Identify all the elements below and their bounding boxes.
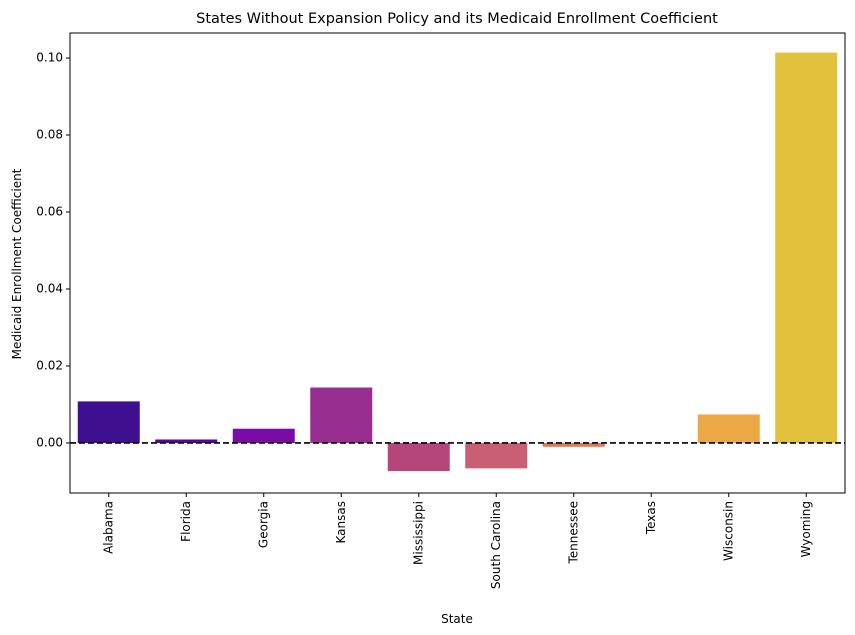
x-tick-label-tennessee: Tennessee [566, 501, 580, 565]
x-tick-label-florida: Florida [179, 501, 193, 542]
x-tick-label-south-carolina: South Carolina [489, 501, 503, 589]
y-tick-label: 0.08 [36, 128, 63, 142]
y-tick-label: 0.06 [36, 204, 63, 218]
y-tick-label: 0.04 [36, 281, 63, 295]
x-tick-label-kansas: Kansas [334, 501, 348, 543]
bar-kansas [310, 387, 373, 443]
plot-frame [69, 32, 846, 494]
chart-title: States Without Expansion Policy and its … [196, 11, 718, 27]
x-tick-label-texas: Texas [644, 501, 658, 535]
x-tick-label-wisconsin: Wisconsin [721, 501, 735, 561]
bar-wisconsin [697, 414, 760, 443]
bar-georgia [232, 428, 295, 443]
bar-tennessee [542, 442, 605, 447]
y-axis-title: Medicaid Enrollment Coefficient [10, 168, 24, 359]
bar-mississippi [387, 442, 450, 472]
x-tick-label-georgia: Georgia [256, 501, 270, 548]
x-axis-title: State [441, 612, 473, 626]
y-tick-label: 0.10 [36, 51, 63, 65]
bar-alabama [77, 401, 140, 443]
y-tick-label: 0.02 [36, 358, 63, 372]
bar-south-carolina [465, 442, 528, 469]
x-tick-label-mississippi: Mississippi [411, 501, 425, 565]
bar-florida [155, 439, 218, 443]
bars-layer [77, 52, 838, 472]
y-tick-label: 0.00 [36, 435, 63, 449]
bar-wyoming [775, 52, 838, 443]
ticks-layer: Alabama Florida Georgia Kansas Mississippi So… [36, 51, 812, 590]
x-tick-label-alabama: Alabama [101, 501, 115, 554]
x-tick-label-wyoming: Wyoming [799, 501, 813, 557]
